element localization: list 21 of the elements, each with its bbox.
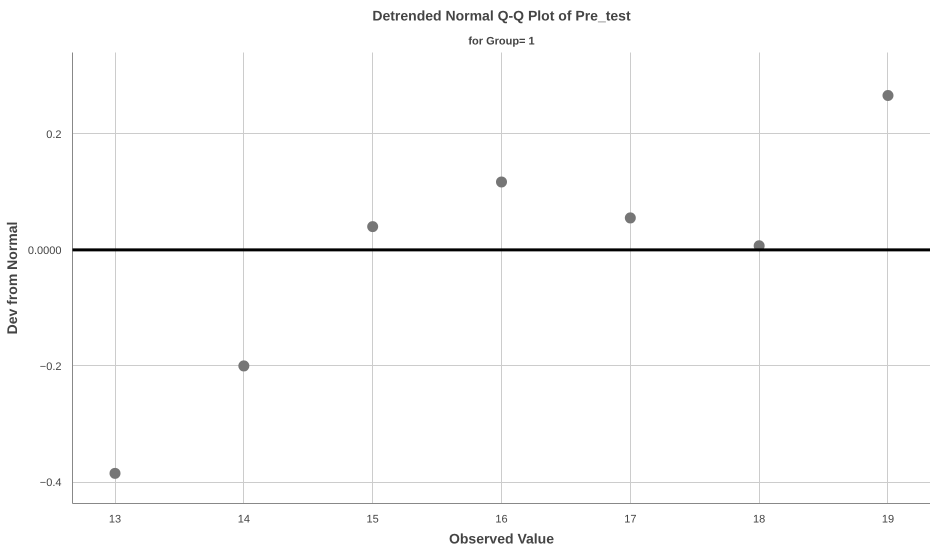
point (110, 468, 121, 479)
x-tick-label: 15 (366, 514, 379, 526)
point (367, 221, 378, 232)
chart-title: Detrended Normal Q-Q Plot of Pre_test (372, 8, 631, 24)
y-axis-title: Dev from Normal (4, 222, 20, 334)
x-tick-label: 16 (495, 514, 508, 526)
x-axis-title: Observed Value (448, 530, 554, 546)
chart-subtitle: for Group= 1 (468, 36, 535, 48)
x-tick-label: 14 (238, 514, 250, 526)
x-tick-label: 19 (882, 514, 894, 526)
x-tick-label: 13 (108, 514, 122, 526)
x-tick-label: 17 (624, 514, 636, 526)
y-tick-label: −0.4 (40, 477, 62, 490)
point (238, 360, 250, 372)
y-tick-label: 0.2 (46, 128, 62, 141)
point (882, 90, 894, 101)
point (624, 212, 636, 224)
point (496, 176, 507, 188)
x-tick-label: 18 (753, 514, 766, 526)
y-tick-label: −0.2 (40, 360, 62, 373)
y-tick-label: 0.0000 (28, 244, 62, 257)
